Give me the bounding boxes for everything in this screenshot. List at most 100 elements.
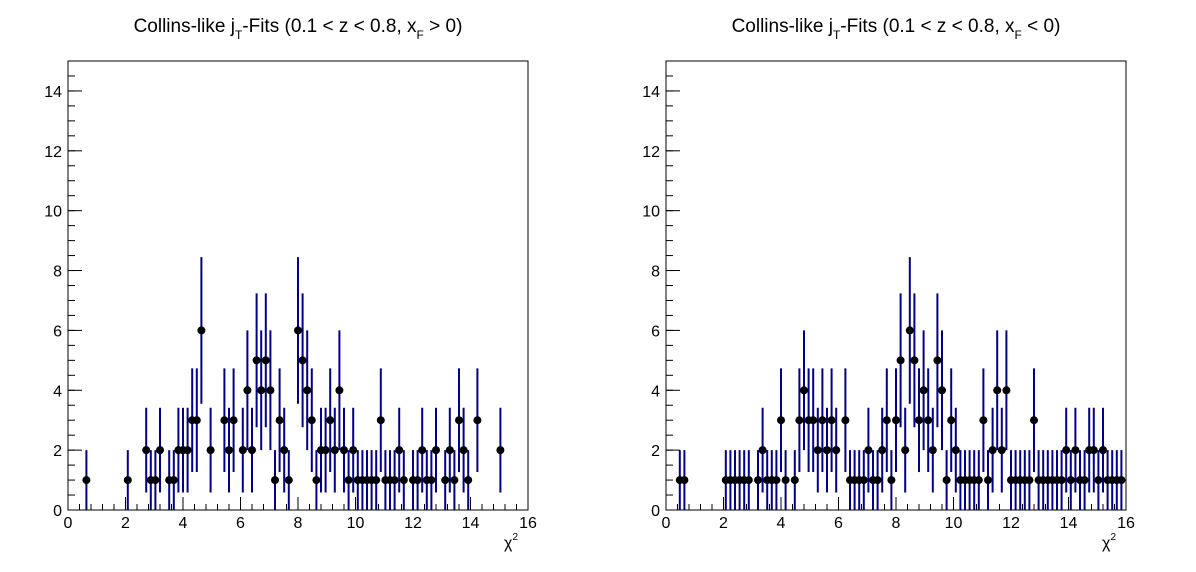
data-point	[823, 446, 831, 455]
data-point	[744, 476, 753, 485]
data-point	[915, 416, 923, 425]
data-point	[307, 416, 316, 425]
data-point	[988, 446, 997, 455]
data-point	[984, 476, 992, 485]
data-point	[294, 326, 302, 335]
data-point	[1030, 416, 1038, 425]
data-point	[192, 416, 201, 425]
data-point	[326, 416, 335, 425]
y-tick-label: 6	[53, 323, 62, 340]
data-point	[933, 356, 942, 365]
data-point	[974, 476, 983, 485]
data-point	[169, 476, 178, 485]
data-point	[841, 416, 850, 425]
data-point	[427, 476, 436, 485]
axis-ticks	[67, 60, 529, 511]
chart-left: Collins-like jT-Fits (0.1 < z < 0.8, xF …	[44, 16, 537, 552]
data-point	[896, 356, 905, 365]
data-point	[257, 386, 266, 395]
data-point	[887, 476, 896, 485]
data-point	[864, 446, 873, 455]
data-point	[344, 476, 353, 485]
data-points	[675, 326, 1126, 485]
data-point	[1066, 476, 1075, 485]
x-tick-label: 10	[347, 515, 365, 532]
chart-right: Collins-like jT-Fits (0.1 < z < 0.8, xF …	[642, 16, 1135, 552]
data-point	[238, 446, 247, 455]
data-point	[1062, 446, 1071, 455]
data-point	[1117, 476, 1126, 485]
y-tick-label: 4	[53, 383, 62, 400]
data-point	[781, 476, 790, 485]
x-tick-label: 16	[1117, 515, 1135, 532]
data-point	[754, 476, 762, 485]
data-point	[1089, 446, 1098, 455]
x-tick-label: 2	[121, 515, 130, 532]
data-point	[892, 416, 900, 425]
data-point	[1080, 476, 1089, 485]
data-point	[910, 356, 919, 365]
data-point	[464, 476, 473, 485]
data-point	[243, 386, 252, 395]
data-point	[284, 476, 293, 485]
y-tick-label: 12	[44, 144, 62, 161]
data-point	[924, 416, 933, 425]
data-point	[248, 446, 256, 455]
y-tick-label: 8	[53, 264, 62, 281]
data-point	[772, 476, 781, 485]
data-point	[252, 356, 261, 365]
data-point	[979, 416, 988, 425]
chart-title: Collins-like jT-Fits (0.1 < z < 0.8, xF …	[134, 16, 463, 42]
data-point	[123, 476, 132, 485]
data-point	[790, 476, 799, 485]
data-point	[832, 446, 841, 455]
data-point	[882, 416, 891, 425]
data-point	[473, 416, 482, 425]
y-tick-label: 12	[642, 144, 660, 161]
data-point	[827, 416, 836, 425]
data-point	[275, 416, 284, 425]
data-point	[905, 326, 914, 335]
data-point	[450, 476, 459, 485]
data-point	[413, 476, 422, 485]
data-point	[229, 416, 238, 425]
data-point	[225, 446, 233, 455]
data-point	[942, 476, 951, 485]
data-point	[496, 446, 505, 455]
data-point	[1071, 446, 1080, 455]
data-point	[997, 446, 1006, 455]
data-point	[795, 416, 804, 425]
data-point	[873, 476, 882, 485]
data-point	[993, 386, 1002, 395]
y-tick-label: 6	[651, 323, 660, 340]
x-tick-label: 4	[777, 515, 786, 532]
data-point	[938, 386, 946, 395]
y-tick-label: 10	[642, 204, 660, 221]
data-point	[859, 476, 868, 485]
data-point	[947, 416, 956, 425]
data-point	[151, 476, 160, 485]
y-tick-label: 0	[651, 503, 660, 520]
data-point	[1099, 446, 1107, 455]
data-point	[919, 386, 928, 395]
data-point	[142, 446, 151, 455]
data-point	[455, 416, 463, 425]
y-tick-label: 14	[44, 84, 62, 101]
y-tick-label: 2	[651, 443, 660, 460]
x-tick-label: 0	[64, 515, 73, 532]
y-tick-label: 2	[53, 443, 62, 460]
y-tick-label: 14	[642, 84, 660, 101]
x-tick-label: 14	[1060, 515, 1078, 532]
data-point	[432, 446, 440, 455]
x-tick-label: 4	[179, 515, 188, 532]
data-point	[330, 446, 339, 455]
x-tick-label: 8	[892, 515, 901, 532]
chart-title: Collins-like jT-Fits (0.1 < z < 0.8, xF …	[732, 16, 1061, 42]
x-tick-label: 2	[719, 515, 728, 532]
data-point	[809, 416, 818, 425]
data-point	[376, 416, 385, 425]
x-axis-label: χ2	[1102, 532, 1116, 552]
x-tick-label: 12	[1002, 515, 1020, 532]
data-point	[261, 356, 270, 365]
data-point	[418, 446, 427, 455]
